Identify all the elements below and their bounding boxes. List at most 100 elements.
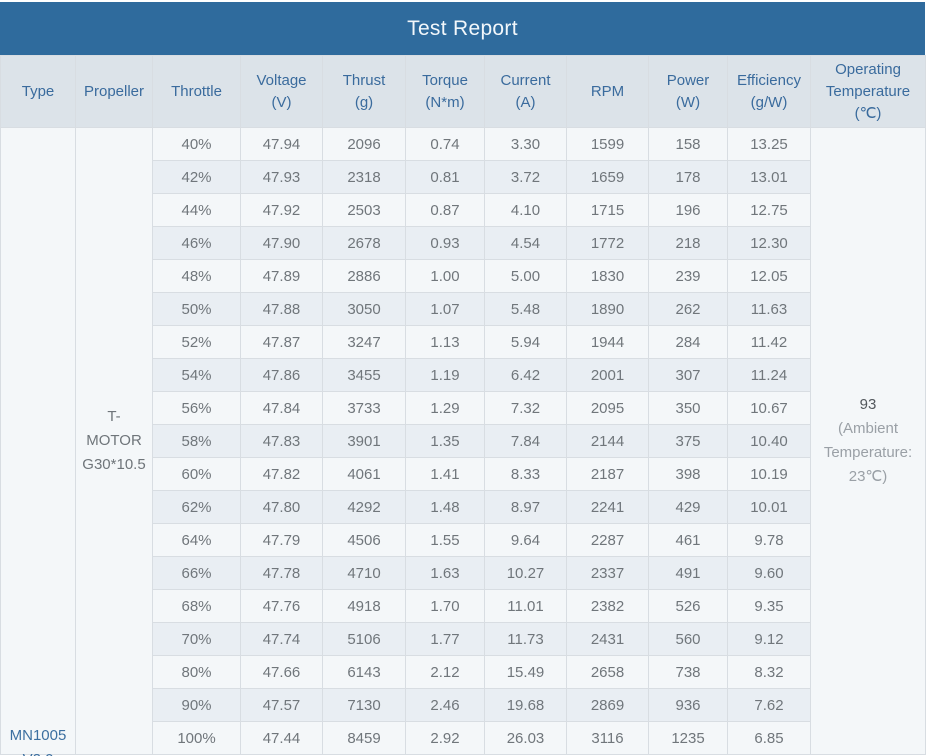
column-header-throttle: Throttle: [152, 55, 241, 128]
cell: 46%: [152, 226, 241, 260]
cell: 56%: [152, 391, 241, 425]
table-row: 62% 47.80 4292 1.48 8.97 2241 429 10.01: [1, 490, 926, 524]
cell: 12.75: [727, 193, 811, 227]
column-label: Throttle: [171, 82, 222, 100]
cell: 47.93: [240, 160, 323, 194]
cell: 3901: [322, 424, 406, 458]
column-header-rpm: RPM: [566, 55, 649, 128]
table-row: 70% 47.74 5106 1.77 11.73 2431 560 9.12: [1, 622, 926, 656]
cell: 58%: [152, 424, 241, 458]
cell: 8459: [322, 721, 406, 755]
cell: 19.68: [484, 688, 567, 722]
column-label: Power: [666, 71, 710, 89]
cell: 3247: [322, 325, 406, 359]
cell: 9.60: [727, 556, 811, 590]
cell: 7130: [322, 688, 406, 722]
cell: 2869: [566, 688, 649, 722]
cell: 2382: [566, 589, 649, 623]
cell: 11.01: [484, 589, 567, 623]
cell: 6143: [322, 655, 406, 689]
cell: 47.57: [240, 688, 323, 722]
cell: 350: [648, 391, 728, 425]
cell: 1.35: [405, 424, 485, 458]
cell: 10.67: [727, 391, 811, 425]
cell: 11.24: [727, 358, 811, 392]
cell: 196: [648, 193, 728, 227]
cell: 4061: [322, 457, 406, 491]
cell: 54%: [152, 358, 241, 392]
cell: 0.74: [405, 127, 485, 161]
cell: 11.42: [727, 325, 811, 359]
cell: 429: [648, 490, 728, 524]
cell: 2431: [566, 622, 649, 656]
cell: 4.54: [484, 226, 567, 260]
motor-type-link[interactable]: MN1005 V2.0: [9, 727, 67, 756]
cell: 2337: [566, 556, 649, 590]
propeller-label: T-MOTOR G30*10.5: [82, 408, 146, 473]
column-label: Efficiency: [737, 71, 801, 89]
cell: 60%: [152, 457, 241, 491]
cell: 2.46: [405, 688, 485, 722]
cell: 80%: [152, 655, 241, 689]
cell: 44%: [152, 193, 241, 227]
cell: 7.32: [484, 391, 567, 425]
cell: 47.92: [240, 193, 323, 227]
cell: 62%: [152, 490, 241, 524]
cell: 1.63: [405, 556, 485, 590]
cell: 2318: [322, 160, 406, 194]
cell: 9.12: [727, 622, 811, 656]
cell: 90%: [152, 688, 241, 722]
cell: 100%: [152, 721, 241, 755]
cell: 10.01: [727, 490, 811, 524]
column-label: Type: [21, 82, 55, 100]
cell: 47.84: [240, 391, 323, 425]
operating-temperature-cell: 93 (Ambient Temperature: 23℃): [810, 127, 926, 755]
cell: 47.94: [240, 127, 323, 161]
cell: 1.07: [405, 292, 485, 326]
cell: 2.92: [405, 721, 485, 755]
cell: 4918: [322, 589, 406, 623]
column-unit: (N*m): [425, 93, 465, 111]
ambient-temperature-note: (Ambient Temperature: 23℃): [823, 420, 913, 485]
cell: 3455: [322, 358, 406, 392]
column-label: Thrust: [342, 71, 386, 89]
cell: 2096: [322, 127, 406, 161]
cell: 2187: [566, 457, 649, 491]
cell: 1235: [648, 721, 728, 755]
cell: 9.78: [727, 523, 811, 557]
cell: 47.87: [240, 325, 323, 359]
cell: 1.77: [405, 622, 485, 656]
cell: 1944: [566, 325, 649, 359]
cell: 47.89: [240, 259, 323, 293]
table-row: MN1005 V2.0 T-MOTOR G30*10.5 40% 47.94 2…: [0, 127, 926, 756]
cell: 70%: [152, 622, 241, 656]
cell: 47.83: [240, 424, 323, 458]
cell: 47.80: [240, 490, 323, 524]
cell: 7.62: [727, 688, 811, 722]
cell: 0.87: [405, 193, 485, 227]
cell: 4506: [322, 523, 406, 557]
cell: 1.48: [405, 490, 485, 524]
cell: 5.00: [484, 259, 567, 293]
table-row: 50% 47.88 3050 1.07 5.48 1890 262 11.63: [1, 292, 926, 326]
column-label: Operating Temperature: [825, 60, 911, 100]
column-label: Voltage: [256, 71, 307, 89]
column-unit: (W): [675, 93, 701, 111]
cell: 1.29: [405, 391, 485, 425]
cell: 10.27: [484, 556, 567, 590]
cell: 3050: [322, 292, 406, 326]
cell: 9.64: [484, 523, 567, 557]
column-header-voltage: Voltage (V): [240, 55, 323, 128]
cell: 5106: [322, 622, 406, 656]
cell: 47.90: [240, 226, 323, 260]
cell: 1659: [566, 160, 649, 194]
cell: 2886: [322, 259, 406, 293]
cell: 1599: [566, 127, 649, 161]
column-header-operating-temperature: Operating Temperature (℃): [810, 55, 926, 128]
cell: 1.13: [405, 325, 485, 359]
table-row: 42% 47.93 2318 0.81 3.72 1659 178 13.01: [1, 160, 926, 194]
cell: 0.93: [405, 226, 485, 260]
cell: 1715: [566, 193, 649, 227]
